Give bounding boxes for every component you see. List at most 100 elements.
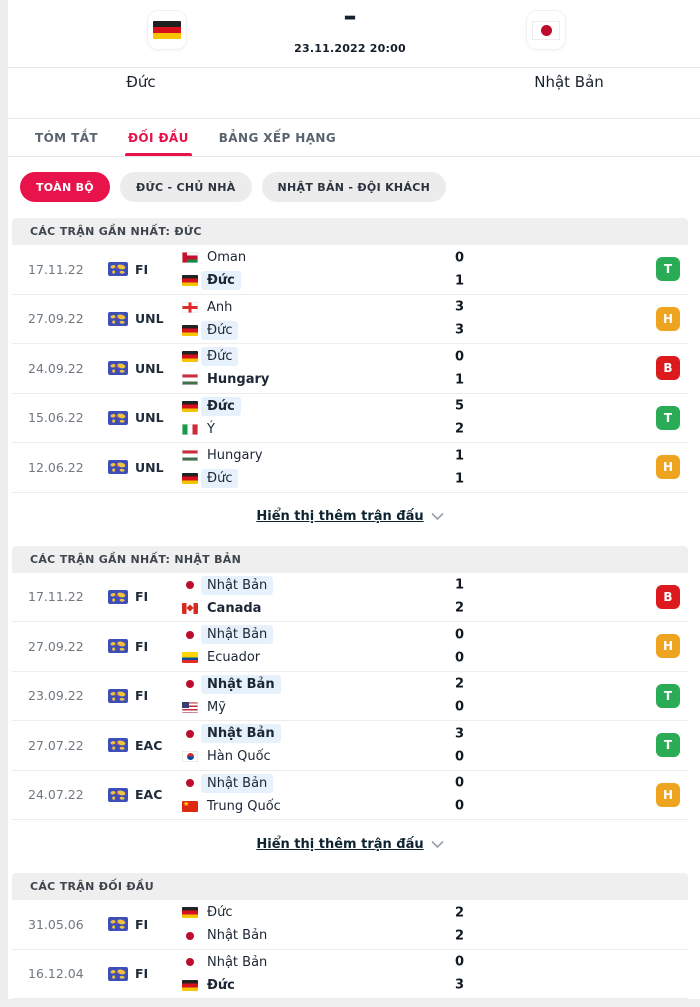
team-line: Hàn Quốc 0	[182, 747, 656, 766]
show-more-label: Hiển thị thêm trận đấu	[256, 509, 424, 524]
home-team-name[interactable]: Đức	[126, 73, 156, 91]
match-list: 17.11.22 FI Nhật Bản 1 Canada 2	[12, 573, 688, 820]
match-date: 27.09.22	[28, 638, 84, 654]
match-row[interactable]: 17.11.22 FI Oman 0 Đức 1	[12, 245, 688, 295]
result-badge: H	[656, 634, 680, 659]
chevron-down-icon	[431, 512, 444, 521]
competition: FI	[108, 917, 182, 932]
team-score: 0	[455, 775, 465, 791]
competition-code: FI	[135, 916, 149, 932]
filter-all-button[interactable]: TOÀN BỘ	[20, 172, 110, 202]
match-row[interactable]: 15.06.22 UNL Đức 5 Ý 2 T	[12, 394, 688, 443]
team-score: 0	[455, 699, 465, 715]
competition-code: FI	[135, 638, 149, 654]
team-line: Đức 3	[182, 976, 656, 995]
filter-home-button[interactable]: ĐỨC - CHỦ NHÀ	[119, 172, 252, 202]
tab-doi-dau[interactable]: ĐỐI ĐẦU	[124, 119, 192, 156]
match-list: 31.05.06 FI Đức 2 Nhật Bản 2	[12, 900, 688, 999]
team-score: 2	[455, 928, 465, 944]
team-score: 0	[455, 250, 465, 266]
world-map-icon	[108, 966, 128, 981]
team-name: Oman	[207, 250, 247, 266]
team-line: Oman 0	[182, 248, 656, 267]
competition-code: UNL	[135, 311, 164, 327]
world-map-icon	[108, 589, 128, 604]
team-score: 1	[455, 577, 465, 593]
match-row[interactable]: 27.09.22 FI Nhật Bản 0 Ecuador 0	[12, 622, 688, 672]
away-team-flag-card[interactable]	[527, 11, 565, 49]
teams-block: Nhật Bản 2 Mỹ 0	[182, 674, 656, 717]
team-score: 1	[455, 471, 465, 487]
teams-block: Hungary 1 Đức 1	[182, 446, 656, 489]
teams-block: Nhật Bản 1 Canada 2	[182, 575, 656, 618]
match-row[interactable]: 23.09.22 FI Nhật Bản 2 Mỹ 0	[12, 672, 688, 721]
team-score: 0	[455, 954, 465, 970]
competition: FI	[108, 966, 182, 981]
team-line: Đức 1	[182, 469, 656, 489]
team-score: 0	[455, 627, 465, 643]
result-badge: H	[656, 782, 680, 807]
team-name: Đức	[201, 271, 241, 291]
team-name: Canada	[207, 600, 262, 616]
team-line: Nhật Bản 0	[182, 625, 656, 645]
team-line: Nhật Bản 3	[182, 724, 656, 744]
world-map-icon	[108, 361, 128, 376]
team-name: Đức	[201, 396, 241, 416]
world-map-icon	[108, 738, 128, 753]
matches-section: CÁC TRẬN ĐỐI ĐẦU 31.05.06 FI Đức 2 N	[12, 873, 688, 999]
competition-code: UNL	[135, 410, 164, 426]
match-row[interactable]: 12.06.22 UNL Hungary 1 Đức 1	[12, 443, 688, 493]
competition: EAC	[108, 787, 182, 802]
section-title: CÁC TRẬN GẦN NHẤT: ĐỨC	[12, 218, 688, 245]
match-date: 12.06.22	[28, 459, 84, 475]
match-date: 24.07.22	[28, 787, 84, 803]
team-name: Đức	[201, 347, 239, 367]
match-row[interactable]: 24.07.22 EAC Nhật Bản 0 Trung Quốc 0	[12, 771, 688, 820]
filter-away-button[interactable]: NHẬT BẢN - ĐỘI KHÁCH	[261, 172, 447, 202]
world-map-icon	[108, 262, 128, 277]
match-date: 23.09.22	[28, 688, 84, 704]
result-badge: T	[656, 405, 680, 430]
show-more-link[interactable]: Hiển thị thêm trận đấu	[12, 504, 688, 530]
team-name: Hungary	[207, 372, 270, 388]
japan-flag-icon	[532, 20, 560, 40]
kickoff-datetime: 23.11.2022 20:00	[294, 42, 406, 55]
competition: UNL	[108, 410, 182, 425]
team-score: 3	[455, 299, 465, 315]
team-name: Đức	[201, 469, 239, 489]
team-line: Trung Quốc 0	[182, 797, 656, 816]
tab-bang-xep-hang[interactable]: BẢNG XẾP HẠNG	[218, 130, 337, 145]
team-name: Đức	[207, 905, 233, 921]
team-score: 3	[455, 977, 465, 993]
match-date: 17.11.22	[28, 261, 84, 277]
competition: FI	[108, 688, 182, 703]
match-row[interactable]: 31.05.06 FI Đức 2 Nhật Bản 2	[12, 900, 688, 950]
team-score: 1	[455, 448, 465, 464]
match-row[interactable]: 24.09.22 UNL Đức 0 Hungary 1	[12, 344, 688, 394]
team-flag-icon	[182, 930, 198, 941]
team-flag-icon	[182, 473, 198, 485]
match-row[interactable]: 27.09.22 UNL Anh 3 Đức 3	[12, 295, 688, 344]
teams-block: Nhật Bản 0 Đức 3	[182, 953, 656, 995]
world-map-icon	[108, 311, 128, 326]
match-date: 17.11.22	[28, 589, 84, 605]
team-score: 3	[455, 726, 465, 742]
filter-bar: TOÀN BỘ ĐỨC - CHỦ NHÀ NHẬT BẢN - ĐỘI KHÁ…	[20, 172, 700, 202]
team-line: Mỹ 0	[182, 698, 656, 717]
team-flag-icon	[182, 778, 198, 789]
team-flag-icon	[182, 800, 198, 812]
team-name: Nhật Bản	[201, 674, 281, 694]
match-row[interactable]: 16.12.04 FI Nhật Bản 0 Đức 3	[12, 950, 688, 999]
team-flag-icon	[182, 275, 198, 287]
away-team-name[interactable]: Nhật Bản	[534, 73, 604, 91]
team-flag-icon	[182, 351, 198, 363]
sections-container: CÁC TRẬN GẦN NHẤT: ĐỨC 17.11.22 FI Oman …	[0, 218, 700, 999]
home-team-flag-card[interactable]	[148, 11, 186, 49]
team-name: Đức	[207, 977, 235, 993]
team-score: 2	[455, 421, 465, 437]
match-row[interactable]: 17.11.22 FI Nhật Bản 1 Canada 2	[12, 573, 688, 622]
show-more-link[interactable]: Hiển thị thêm trận đấu	[12, 831, 688, 857]
team-name: Anh	[207, 299, 233, 315]
tab-tom-tat[interactable]: TÓM TẮT	[35, 130, 98, 145]
match-row[interactable]: 27.07.22 EAC Nhật Bản 3 Hàn Quốc 0	[12, 721, 688, 771]
